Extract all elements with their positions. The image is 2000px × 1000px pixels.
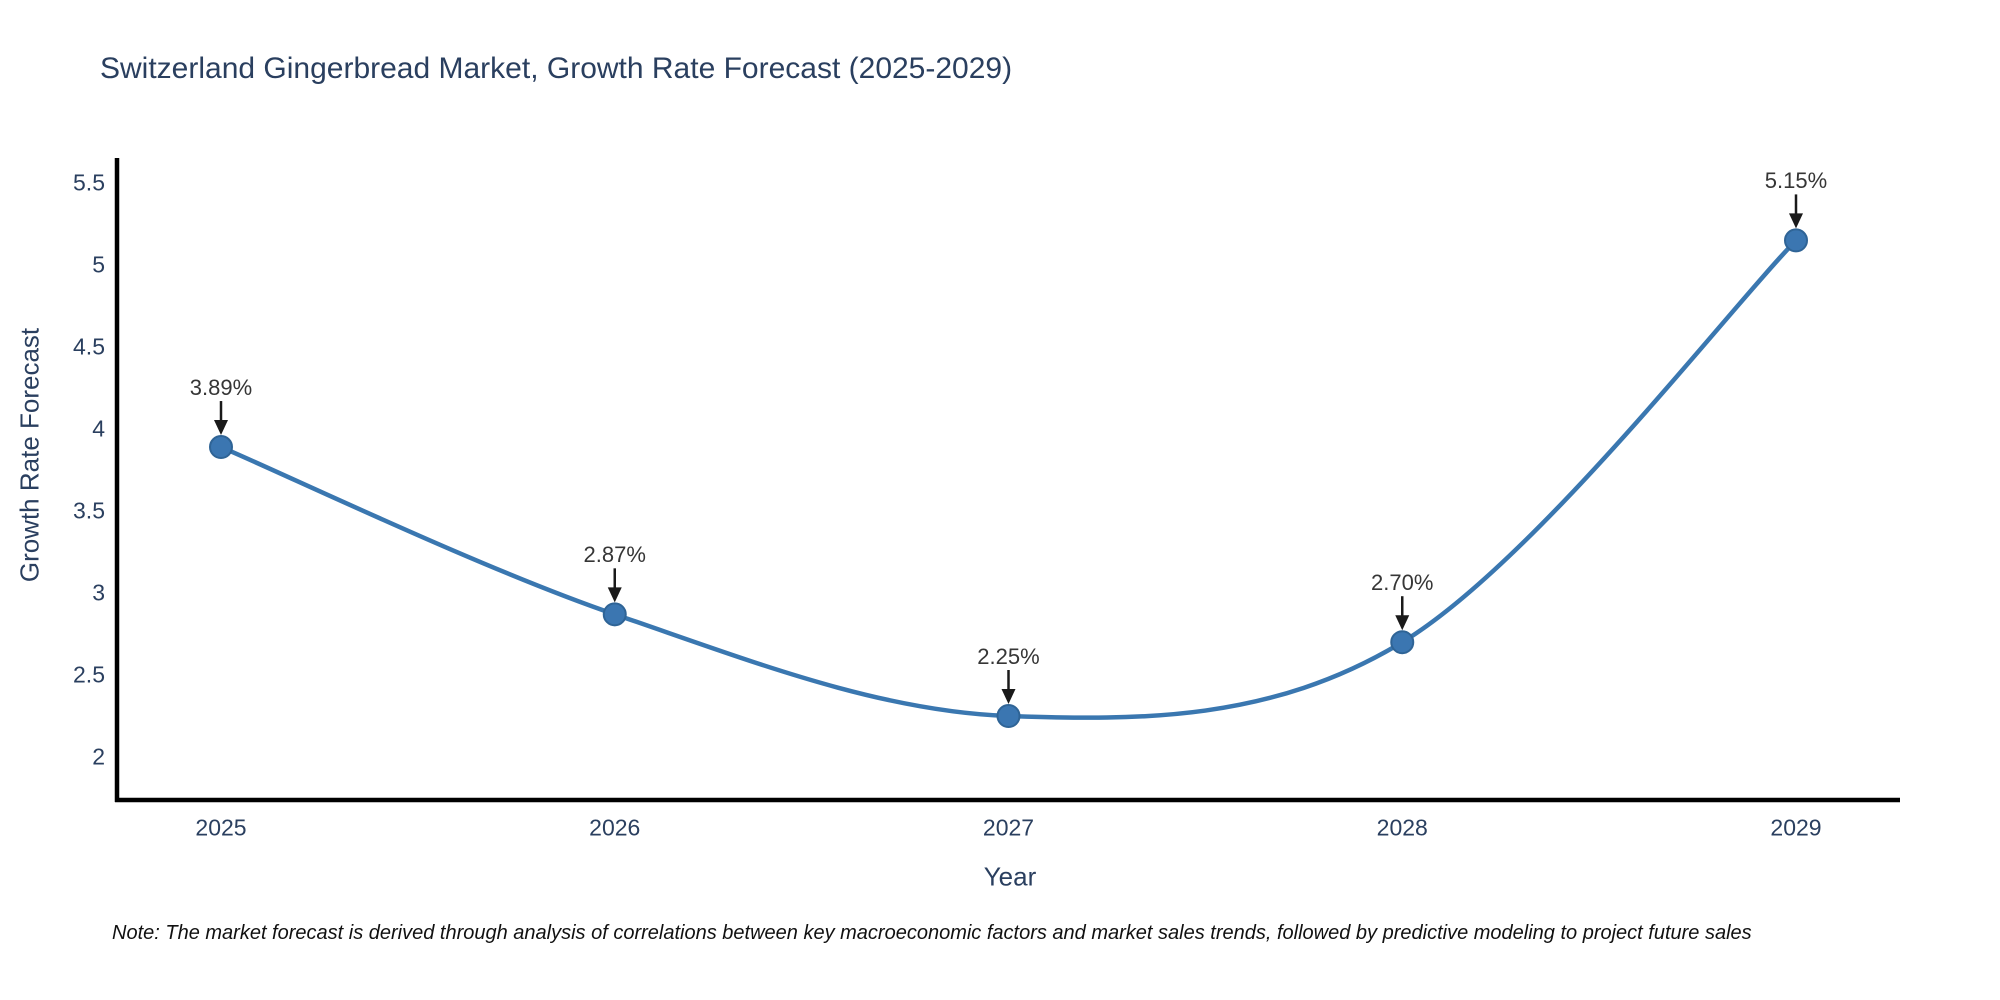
data-point-marker	[1784, 228, 1808, 253]
y-tick-label: 2.5	[73, 661, 105, 688]
x-tick-label: 2028	[1376, 814, 1428, 841]
point-value-label: 3.89%	[189, 375, 253, 401]
x-axis-title: Year	[983, 861, 1037, 892]
data-point-markers	[209, 228, 1808, 728]
chart-title: Switzerland Gingerbread Market, Growth R…	[100, 52, 1013, 85]
point-value-label: 5.15%	[1764, 168, 1828, 194]
data-point-marker	[602, 602, 627, 627]
annotation-arrowhead	[1395, 615, 1410, 631]
point-value-label: 2.70%	[1371, 570, 1434, 596]
annotation-arrowhead	[1789, 213, 1803, 229]
x-tick-label: 2026	[589, 814, 641, 841]
y-tick-label: 5	[92, 251, 105, 278]
x-tick-label: 2029	[1770, 814, 1822, 841]
y-tick-label: 2	[92, 743, 105, 770]
y-tick-label: 4	[92, 415, 105, 442]
data-point-marker	[209, 435, 233, 460]
annotation-arrowhead	[607, 587, 622, 603]
annotation-arrowhead	[214, 420, 228, 436]
footnote: Note: The market forecast is derived thr…	[112, 922, 1752, 944]
y-tick-label: 4.5	[73, 333, 105, 360]
x-tick-label: 2025	[195, 814, 247, 841]
point-value-label: 2.87%	[583, 542, 646, 568]
point-value-label: 2.25%	[977, 644, 1040, 669]
x-tick-label: 2027	[982, 814, 1035, 841]
y-tick-label: 3.5	[73, 497, 105, 524]
data-point-marker	[1390, 630, 1415, 655]
data-point-marker	[996, 704, 1021, 728]
annotation-arrows	[214, 194, 1803, 704]
y-tick-label: 3	[92, 579, 105, 606]
annotation-arrowhead	[1001, 689, 1016, 704]
y-tick-label: 5.5	[73, 169, 105, 196]
